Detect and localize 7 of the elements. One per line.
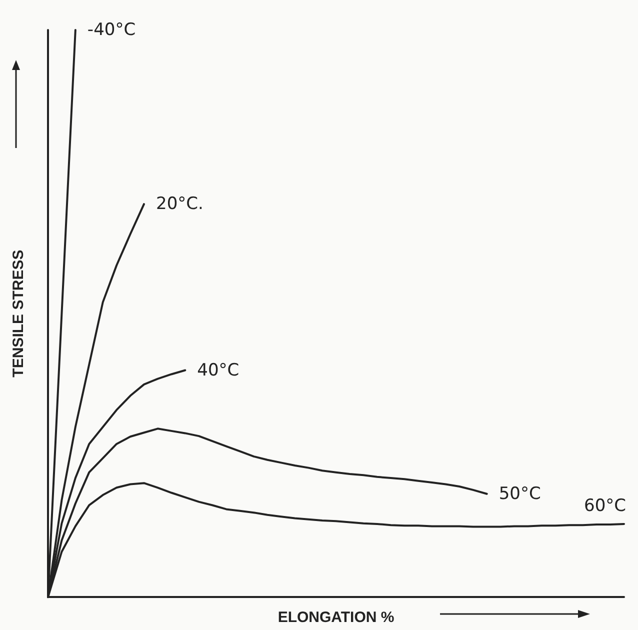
series-label: 40°C — [197, 360, 240, 380]
series-label: 60°C — [584, 496, 626, 516]
series-label: 20°C. — [156, 194, 204, 214]
series-label: -40°C — [87, 20, 136, 40]
y-axis-title: TENSILE STRESS — [10, 250, 27, 378]
series-label: 50°C — [498, 484, 541, 504]
x-axis-title: ELONGATION % — [278, 609, 394, 626]
